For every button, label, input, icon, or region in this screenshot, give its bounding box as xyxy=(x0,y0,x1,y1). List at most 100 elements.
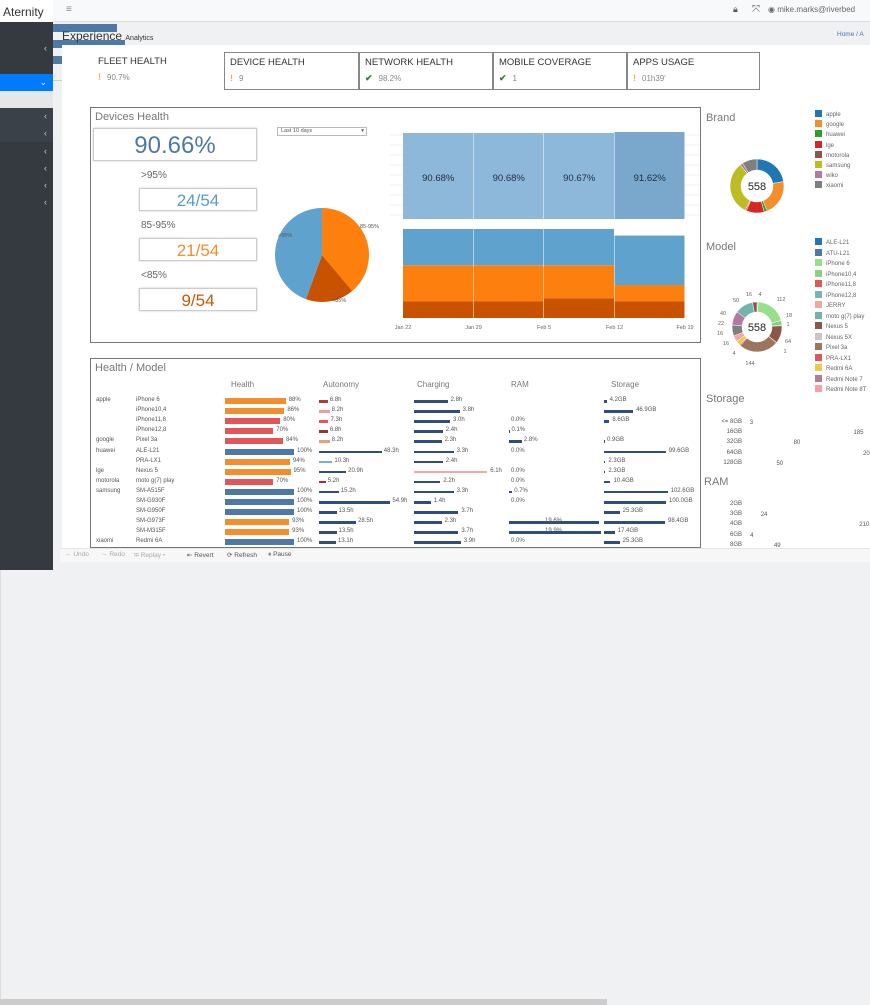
donut-segment-label: 1 xyxy=(783,349,786,355)
legend-label: Redmi Note 7 xyxy=(826,377,863,383)
autonomy-value: 5.2h xyxy=(328,478,340,484)
ram-value: 19.9% xyxy=(545,528,562,534)
health-bar xyxy=(225,509,294,515)
legend-item[interactable]: iPhone10,4 xyxy=(815,270,856,278)
legend-swatch xyxy=(815,110,822,117)
kpi-title: APPS USAGE xyxy=(633,57,754,68)
exclamation-icon: ! xyxy=(633,73,636,83)
kpi-value: !9 xyxy=(230,73,353,83)
menu-icon[interactable]: ≡ xyxy=(66,4,72,15)
undo-button[interactable]: ← Undo xyxy=(65,551,89,558)
replay-button[interactable]: ⭾ Replay ▾ xyxy=(134,551,165,562)
health-value: 70% xyxy=(276,427,288,433)
legend-item[interactable]: iPhone12,8 xyxy=(815,291,856,299)
autonomy-value: 13.1h xyxy=(338,538,353,544)
bar-category-label: 2GB xyxy=(700,501,742,507)
sidebar-subitem[interactable] xyxy=(0,91,53,108)
stacked-bar-segment xyxy=(474,229,544,265)
legend-item[interactable]: Nexus 5 xyxy=(815,322,848,330)
storage-bar xyxy=(604,501,666,504)
legend-label: Nexus 5X xyxy=(826,335,852,341)
breadcrumb[interactable]: Home / A xyxy=(837,31,864,38)
bar-value-label: 185 xyxy=(853,430,863,436)
bottom-toolbar xyxy=(60,548,870,562)
donut-segment xyxy=(757,159,784,183)
pause-button[interactable]: ⏸ Pause xyxy=(268,551,292,559)
kpi-card: NETWORK HEALTH✔98.2% xyxy=(359,52,493,90)
autonomy-bar xyxy=(319,491,339,494)
legend-item[interactable]: motorola xyxy=(815,151,849,159)
legend-item[interactable]: samsung xyxy=(815,161,850,169)
sidebar-item-3[interactable]: ‹ xyxy=(0,125,53,142)
sidebar-item-1[interactable]: ‹ xyxy=(0,40,53,57)
legend-item[interactable]: wiko xyxy=(815,171,838,179)
legend-item[interactable]: Nexus 5X xyxy=(815,333,852,341)
legend-item[interactable]: huawei xyxy=(815,130,845,138)
legend-item[interactable]: JERRY xyxy=(815,301,846,309)
sidebar-item-4[interactable]: ‹ xyxy=(0,143,53,160)
brand-cell: google xyxy=(96,437,114,443)
stacked-bar-segment xyxy=(615,236,685,285)
charging-value: 3.8h xyxy=(463,407,475,413)
legend-swatch xyxy=(815,364,822,371)
sidebar-item-6[interactable]: ‹ xyxy=(0,177,53,194)
stacked-bar-segment xyxy=(544,298,614,318)
storage-value: 10.4GB xyxy=(613,478,633,484)
top-bar: ≡ 🔒︎ ⤧ ◉ mike.marks@riverbed xyxy=(0,0,870,22)
ram-value: 19.6% xyxy=(545,518,562,524)
lock-icon[interactable]: 🔒︎ xyxy=(733,4,738,15)
health-value: 100% xyxy=(297,488,312,494)
group-label: <85% xyxy=(141,270,167,281)
fullscreen-icon[interactable]: ⤧ xyxy=(752,4,760,15)
autonomy-value: 28.5h xyxy=(358,518,373,524)
kpi-title: FLEET HEALTH xyxy=(98,56,216,67)
sidebar-item-selected[interactable]: ⌄ xyxy=(0,74,53,91)
redo-button[interactable]: → Redo xyxy=(101,551,125,558)
user-menu[interactable]: ◉ mike.marks@riverbed xyxy=(768,5,855,14)
legend-item[interactable]: ATU-L21 xyxy=(815,249,850,257)
model-cell: PRA-LX1 xyxy=(136,458,161,464)
revert-button[interactable]: ⇤ Revert xyxy=(187,551,213,559)
legend-item[interactable]: iPhone11,8 xyxy=(815,280,856,288)
sidebar-item-2[interactable]: ‹ xyxy=(0,108,53,125)
pie-slice-label: 85-95% xyxy=(360,224,379,230)
bar-category-label: 3GB xyxy=(700,511,742,517)
sidebar-item-5[interactable]: ‹ xyxy=(0,160,53,177)
autonomy-bar xyxy=(319,430,328,433)
legend-item[interactable]: apple xyxy=(815,110,841,118)
legend-item[interactable]: PRA-LX1 xyxy=(815,354,851,362)
charging-bar xyxy=(414,531,458,534)
storage-bar xyxy=(604,541,620,544)
model-cell: iPhone 6 xyxy=(136,397,160,403)
legend-item[interactable]: Pixel 3a xyxy=(815,343,847,351)
kpi-value-text: 9 xyxy=(239,74,243,83)
legend-label: Pixel 3a xyxy=(826,345,847,351)
health-bar xyxy=(225,459,290,465)
charging-bar xyxy=(414,461,443,464)
health-bar xyxy=(225,469,291,475)
bar-value-label: 24 xyxy=(761,512,768,518)
legend-swatch xyxy=(815,141,822,148)
legend-item[interactable]: Redmi Note 7 xyxy=(815,375,863,383)
legend-item[interactable]: google xyxy=(815,120,844,128)
refresh-button[interactable]: ⟳ Refresh xyxy=(227,551,257,559)
legend-item[interactable]: Redmi 6A xyxy=(815,364,852,372)
stacked-bar-segment xyxy=(544,229,614,265)
panel-title: Devices Health xyxy=(95,111,169,123)
sidebar-item-7[interactable]: ‹ xyxy=(0,194,53,211)
legend-item[interactable]: xiaomi xyxy=(815,181,843,189)
bar-category-label: 16GB xyxy=(700,429,742,435)
storage-bar xyxy=(604,521,665,524)
autonomy-bar xyxy=(319,471,346,474)
period-dropdown[interactable]: Last 10 days▾ xyxy=(277,127,367,136)
sidebar: ‹ ⌄ ‹ ‹ ‹ ‹ ‹ ‹ xyxy=(0,22,53,570)
health-value: 95% xyxy=(294,468,306,474)
legend-item[interactable]: lge xyxy=(815,141,834,149)
legend-label: iPhone12,8 xyxy=(826,293,856,299)
legend-item[interactable]: ALE-L21 xyxy=(815,238,849,246)
legend-item[interactable]: Redmi Note 8T xyxy=(815,385,866,393)
legend-item[interactable]: iPhone 6 xyxy=(815,259,850,267)
legend-item[interactable]: moto g(7) play xyxy=(815,312,864,320)
health-value: 80% xyxy=(283,417,295,423)
donut-segment-label: 40 xyxy=(720,311,726,317)
